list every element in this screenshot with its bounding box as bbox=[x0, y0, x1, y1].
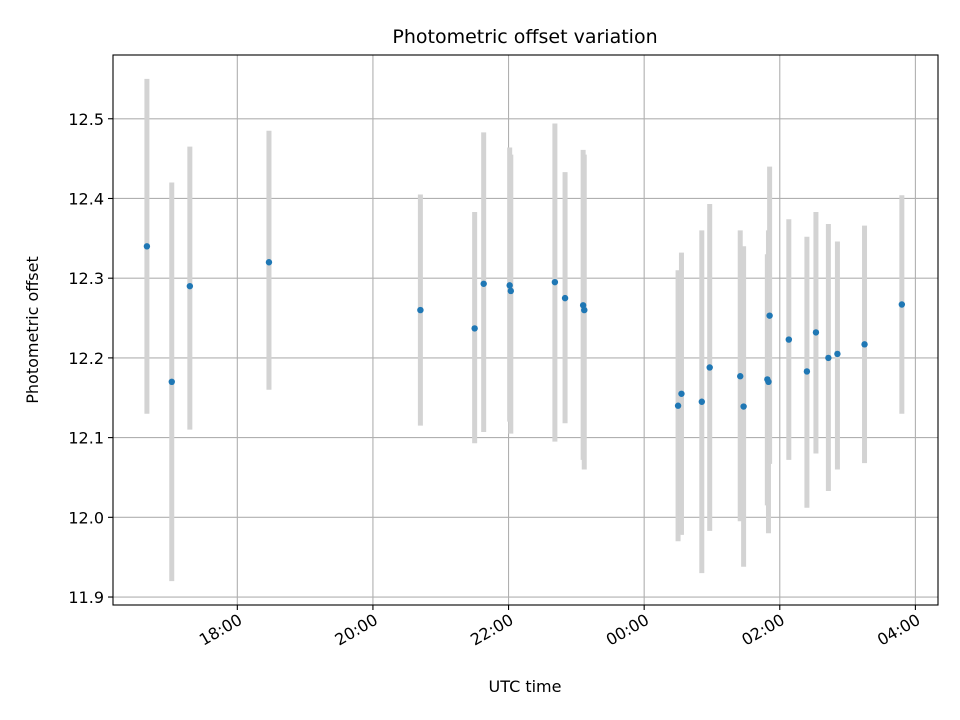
y-tick-label: 12.2 bbox=[68, 349, 104, 368]
data-point bbox=[480, 280, 487, 287]
data-point bbox=[825, 354, 832, 362]
data-point bbox=[507, 287, 515, 295]
plot-frame bbox=[112, 54, 939, 606]
data-point bbox=[834, 350, 841, 358]
data-point bbox=[579, 302, 587, 309]
y-tick-label: 12.0 bbox=[68, 508, 104, 527]
data-point bbox=[674, 402, 682, 409]
data-point bbox=[168, 378, 175, 386]
y-axis-ticks: 11.9 12.0 12.1 12.2 12.3 12.4 12.5 bbox=[68, 110, 113, 607]
x-axis-label: UTC time bbox=[489, 677, 562, 696]
data-point bbox=[561, 294, 569, 302]
data-point bbox=[785, 336, 793, 343]
data-point bbox=[471, 325, 478, 332]
data-point bbox=[698, 398, 706, 405]
data-point bbox=[812, 329, 820, 336]
data-point bbox=[143, 243, 151, 250]
data-point bbox=[766, 312, 773, 319]
y-tick-label: 12.5 bbox=[68, 110, 104, 129]
grid bbox=[113, 55, 938, 605]
data-point bbox=[506, 282, 513, 289]
data-points bbox=[143, 243, 906, 410]
data-point bbox=[678, 390, 685, 397]
plot-area bbox=[113, 55, 938, 605]
data-point bbox=[898, 301, 906, 308]
data-point bbox=[186, 282, 194, 290]
data-point bbox=[861, 341, 868, 348]
y-tick-label: 12.3 bbox=[68, 269, 104, 288]
data-point bbox=[740, 403, 747, 410]
data-point bbox=[765, 378, 772, 386]
data-point bbox=[706, 364, 713, 371]
y-axis-label: Photometric offset bbox=[23, 256, 42, 404]
data-point bbox=[265, 259, 273, 266]
data-point bbox=[737, 373, 744, 380]
y-tick-label: 12.1 bbox=[68, 429, 104, 448]
chart-title: Photometric offset variation bbox=[392, 26, 657, 48]
y-tick-label: 11.9 bbox=[68, 588, 104, 607]
data-point bbox=[803, 368, 811, 375]
y-tick-label: 12.4 bbox=[68, 189, 104, 208]
data-point bbox=[551, 278, 559, 286]
data-point bbox=[417, 306, 424, 314]
data-point bbox=[581, 306, 588, 314]
